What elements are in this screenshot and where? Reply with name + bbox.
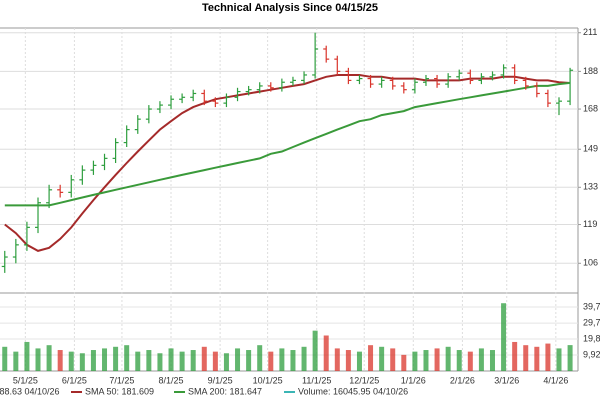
volume-bar bbox=[35, 348, 41, 371]
volume-bar bbox=[445, 346, 451, 371]
x-tick-label: 4/1/26 bbox=[543, 375, 568, 385]
volume-bar bbox=[301, 346, 307, 371]
volume-bar bbox=[545, 343, 551, 371]
volume-bar bbox=[567, 345, 573, 371]
volume-bar bbox=[345, 350, 351, 371]
volume-bar bbox=[368, 345, 374, 371]
volume-bar bbox=[135, 351, 141, 371]
volume-bar bbox=[467, 351, 473, 371]
legend-text: ce: 188.63 04/10/26 bbox=[0, 386, 60, 396]
volume-bar bbox=[212, 351, 218, 371]
volume-bar bbox=[79, 353, 85, 371]
chart-title: Technical Analysis Since 04/15/25 bbox=[202, 2, 378, 14]
volume-tick-label: 9,92 bbox=[583, 349, 600, 359]
volume-bar bbox=[334, 348, 340, 371]
volume-bar bbox=[356, 351, 362, 371]
x-tick-label: 1/1/26 bbox=[401, 375, 426, 385]
volume-bar bbox=[312, 330, 318, 371]
legend-text: SMA 50: 181.609 bbox=[85, 386, 154, 396]
x-tick-label: 6/1/25 bbox=[62, 375, 87, 385]
volume-bar bbox=[423, 350, 429, 371]
volume-bar bbox=[90, 350, 96, 371]
y-tick-label: 133 bbox=[583, 182, 598, 192]
legend-text: SMA 200: 181.647 bbox=[188, 386, 262, 396]
x-tick-label: 8/1/25 bbox=[159, 375, 184, 385]
x-tick-label: 12/1/25 bbox=[349, 375, 379, 385]
volume-tick-label: 29,7 bbox=[583, 317, 600, 327]
volume-bar bbox=[268, 351, 274, 371]
volume-bar bbox=[113, 346, 119, 371]
volume-bar bbox=[57, 350, 63, 371]
y-tick-label: 119 bbox=[583, 219, 597, 229]
volume-bar bbox=[2, 346, 8, 371]
volume-bar bbox=[146, 350, 152, 371]
volume-bar bbox=[501, 303, 507, 371]
volume-bar bbox=[412, 351, 418, 371]
y-tick-label: 149 bbox=[583, 144, 598, 154]
x-tick-label: 11/1/25 bbox=[302, 375, 331, 385]
volume-bar bbox=[168, 348, 174, 371]
x-tick-label: 10/1/25 bbox=[253, 375, 283, 385]
volume-bar bbox=[379, 346, 385, 371]
volume-tick-label: 39,7 bbox=[583, 301, 600, 311]
volume-bar bbox=[323, 335, 329, 371]
y-tick-label: 106 bbox=[583, 258, 598, 268]
volume-bar bbox=[124, 345, 130, 371]
volume-bar bbox=[478, 348, 484, 371]
sma-line bbox=[4, 81, 571, 207]
volume-bar bbox=[434, 348, 440, 371]
volume-bar bbox=[523, 345, 529, 371]
volume-bar bbox=[534, 346, 540, 371]
volume-bar bbox=[102, 348, 108, 371]
legend-text: Volume: 16045.95 04/10/26 bbox=[298, 386, 408, 396]
volume-bar bbox=[179, 351, 185, 371]
volume-bar bbox=[279, 348, 285, 371]
volume-bar bbox=[556, 348, 562, 371]
volume-bar bbox=[68, 351, 74, 371]
volume-bar bbox=[246, 350, 252, 371]
volume-bar bbox=[223, 353, 229, 371]
x-tick-label: 3/1/26 bbox=[494, 375, 519, 385]
volume-bar bbox=[157, 353, 163, 371]
x-tick-label: 5/1/25 bbox=[13, 375, 38, 385]
volume-bar bbox=[401, 354, 407, 371]
y-tick-label: 211 bbox=[583, 27, 597, 37]
x-tick-label: 2/1/26 bbox=[450, 375, 475, 385]
volume-bar bbox=[456, 350, 462, 371]
volume-bar bbox=[290, 350, 296, 371]
y-tick-label: 168 bbox=[583, 103, 598, 113]
volume-bar bbox=[235, 348, 241, 371]
volume-bar bbox=[46, 345, 52, 371]
x-tick-label: 7/1/25 bbox=[109, 375, 134, 385]
volume-bar bbox=[201, 346, 207, 371]
x-tick-label: 9/1/25 bbox=[208, 375, 233, 385]
volume-bar bbox=[390, 348, 396, 371]
volume-bar bbox=[13, 351, 19, 371]
volume-tick-label: 19,8 bbox=[583, 333, 600, 343]
volume-bar bbox=[512, 341, 518, 371]
volume-bar bbox=[190, 350, 196, 371]
volume-bar bbox=[24, 341, 30, 371]
y-tick-label: 188 bbox=[583, 66, 598, 76]
volume-bar bbox=[489, 350, 495, 371]
volume-bar bbox=[257, 345, 263, 371]
